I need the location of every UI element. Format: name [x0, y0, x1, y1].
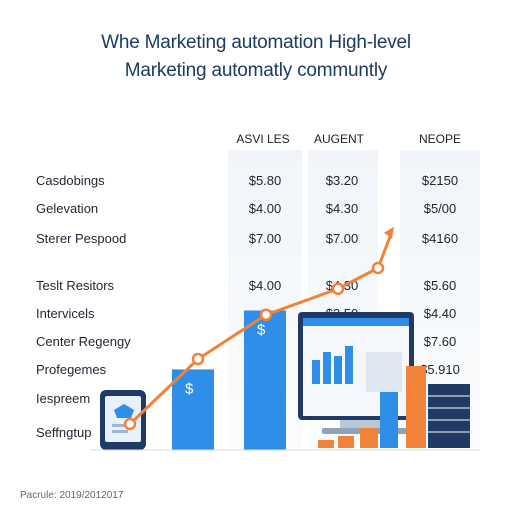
- row-label: Casdobings: [36, 173, 105, 188]
- row-label: Sterer Pespood: [36, 231, 127, 246]
- bar-label: $: [257, 322, 266, 339]
- small-bar-group: [318, 366, 426, 448]
- trend-point: [191, 352, 205, 366]
- footnote: Pacrule: 2019/2012017: [20, 490, 124, 501]
- table-cell: $5.80: [248, 173, 282, 188]
- trend-point: [259, 308, 273, 322]
- table-cell: $4.30: [325, 201, 359, 216]
- table-cell: $4.00: [248, 201, 282, 216]
- table-cell: $4.40: [423, 306, 457, 321]
- row-label: Teslt Resitors: [36, 278, 115, 293]
- row-label: Profegemes: [36, 362, 107, 377]
- bar: [172, 369, 214, 450]
- trend-point: [331, 282, 345, 296]
- table-cell: $2150: [421, 173, 459, 188]
- bar: [244, 310, 286, 450]
- server-stack-icon: [428, 384, 470, 448]
- bar-label: $: [185, 380, 194, 397]
- row-label: Gelevation: [36, 201, 99, 216]
- table-cell: $4.00: [248, 278, 282, 293]
- row-label: Center Regengy: [36, 334, 131, 349]
- column-header-3: NEOPE: [418, 132, 461, 146]
- table-cell: $4160: [421, 231, 459, 246]
- chart-subtitle: Marketing automatly communtly: [124, 60, 388, 81]
- trend-point: [123, 417, 137, 431]
- table-cell: $5/00: [423, 201, 457, 216]
- phone-icon: [100, 390, 146, 450]
- table-cell: $7.60: [423, 334, 457, 349]
- table-cell: $5.910: [420, 362, 460, 377]
- table-cell: $5.60: [423, 278, 457, 293]
- table-cell: $7.00: [325, 231, 359, 246]
- row-label: Seffngtup: [36, 425, 92, 440]
- chart-title: Whe Marketing automation High-level: [101, 32, 411, 53]
- trend-arrow: [384, 226, 394, 239]
- table-cell: $7.00: [248, 231, 282, 246]
- column-header-1: ASVI LES: [236, 132, 290, 146]
- column-header-2: AUGENT: [313, 132, 364, 146]
- trend-point: [371, 261, 385, 275]
- row-label: Intervicels: [36, 306, 95, 321]
- row-label: Iespreem: [36, 391, 91, 406]
- table-cell: $3.20: [325, 173, 359, 188]
